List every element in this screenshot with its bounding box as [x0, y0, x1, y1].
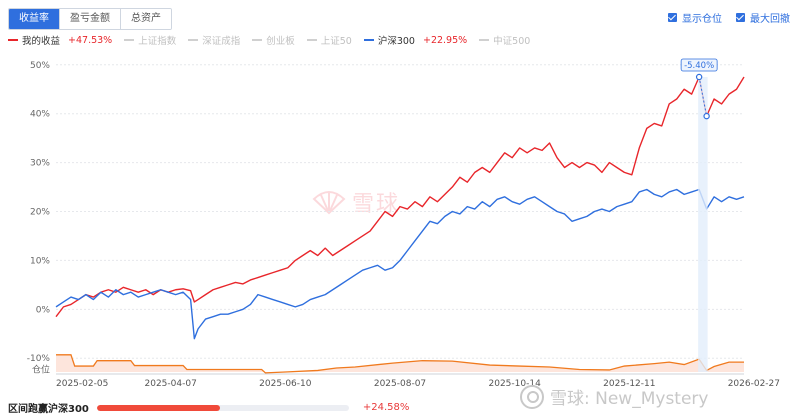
outperform-label: 区间跑赢沪深300: [8, 404, 89, 415]
legend-chinext[interactable]: 创业板: [252, 33, 295, 47]
legend-csi500[interactable]: 中证500: [479, 33, 530, 47]
drawdown-layer: -5.40%: [680, 58, 718, 372]
x-tick-label: 2025-08-07: [374, 379, 426, 389]
y-tick-label: 40%: [30, 110, 50, 120]
show-position-toggle[interactable]: 显示仓位: [668, 10, 722, 25]
checkbox-checked-icon: [736, 13, 745, 22]
tab-return-rate[interactable]: 收益率: [9, 9, 60, 29]
legend-swatch: [188, 39, 199, 41]
legend-csi300[interactable]: 沪深300 +22.95%: [363, 33, 468, 47]
position-axis-label: 仓位: [32, 363, 50, 375]
outperform-summary: 区间跑赢沪深300 +24.58%: [8, 400, 409, 415]
drawdown-label-box: [680, 58, 718, 72]
legend-label: 深证成指: [202, 36, 241, 47]
y-tick-label: 50%: [30, 61, 50, 71]
grid-layer: [56, 64, 744, 375]
chart-legend: 我的收益 +47.53% 上证指数 深证成指 创业板 上证50 沪深300 +2…: [8, 33, 530, 47]
series-layer: [55, 76, 745, 340]
x-tick-label: 2025-02-05: [56, 379, 108, 389]
legend-shanghai-index[interactable]: 上证指数: [124, 33, 176, 47]
xueqiu-logo-icon: [520, 384, 544, 409]
background-watermark: 雪球: [312, 186, 400, 218]
y-tick-label: -10%: [27, 354, 51, 364]
y-tick-label: 0%: [36, 305, 51, 315]
x-tick-label: 2025-12-11: [603, 379, 655, 389]
drawdown-label: -5.40%: [684, 61, 714, 71]
x-tick-label: 2025-06-10: [259, 379, 312, 389]
legend-value: +22.95%: [422, 34, 468, 46]
show-position-label: 显示仓位: [682, 14, 722, 25]
background-watermark-text: 雪球: [352, 192, 401, 217]
legend-label: 沪深300: [377, 36, 415, 47]
y-tick-label: 30%: [30, 159, 50, 169]
outperform-value: +24.58%: [362, 402, 410, 413]
legend-swatch: [252, 39, 263, 41]
drawdown-connector: [698, 76, 708, 117]
csi300-line: [55, 188, 745, 340]
x-tick-label: 2025-04-07: [145, 379, 197, 389]
legend-swatch: [363, 39, 374, 41]
drawdown-trough-point: [703, 112, 710, 120]
checkbox-checked-icon: [668, 13, 677, 22]
legend-swatch: [479, 39, 490, 41]
outperform-bar-fill: [96, 404, 221, 411]
watermark-text: 雪球: New_Mystery: [550, 389, 709, 409]
legend-shenzhen-index[interactable]: 深证成指: [188, 33, 240, 47]
chart-options: 显示仓位 最大回撤: [668, 10, 790, 25]
max-drawdown-label: 最大回撤: [750, 14, 790, 25]
legend-label: 我的收益: [22, 36, 61, 47]
x-tick-label: 2025-10-14: [489, 379, 542, 389]
legend-swatch: [8, 39, 18, 41]
position-line: [56, 354, 744, 374]
position-area: [56, 354, 744, 373]
legend-label: 上证指数: [138, 36, 177, 47]
y-tick-label: 10%: [30, 256, 50, 266]
outperform-bar: [96, 404, 349, 411]
tab-total-assets[interactable]: 总资产: [121, 9, 171, 29]
drawdown-peak-point: [695, 73, 703, 81]
legend-swatch: [124, 39, 135, 41]
legend-label: 中证500: [493, 36, 531, 47]
legend-sse50[interactable]: 上证50: [306, 33, 352, 47]
fan-logo-icon: [312, 191, 346, 215]
legend-swatch: [306, 39, 317, 41]
legend-label: 上证50: [320, 36, 352, 47]
drawdown-band: [698, 77, 708, 372]
tab-profit-amount[interactable]: 盈亏金额: [60, 9, 121, 29]
legend-value: +47.53%: [68, 34, 113, 46]
xueqiu-watermark: 雪球: New_Mystery: [520, 384, 708, 409]
max-drawdown-toggle[interactable]: 最大回撤: [736, 10, 790, 25]
legend-label: 创业板: [266, 36, 295, 47]
x-tick-label: 2026-02-27: [728, 379, 780, 389]
legend-my-return[interactable]: 我的收益 +47.53%: [8, 33, 112, 47]
tick-label-layer: -10% 0% 10% 20% 30% 40% 50% 仓位 2025-02-05 2025-04…: [27, 61, 780, 389]
my-return-line: [55, 76, 745, 318]
position-area-layer: [56, 354, 744, 374]
y-tick-label: 20%: [30, 208, 50, 218]
metric-tabs: 收益率 盈亏金额 总资产: [8, 8, 172, 30]
